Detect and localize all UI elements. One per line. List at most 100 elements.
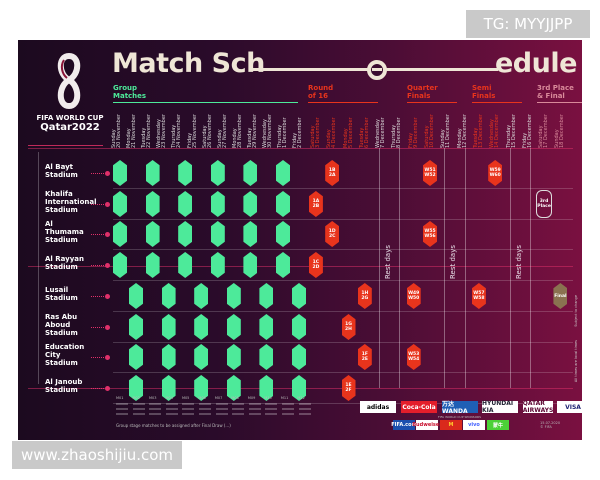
group-match-hex	[292, 344, 306, 370]
sponsor-logo-2-1: Budweiser	[412, 420, 442, 430]
home-team: W57	[473, 291, 485, 296]
group-match-hex	[226, 375, 241, 401]
knockout-match-hex: 3rd Place	[536, 190, 553, 218]
away-team: W52	[424, 173, 436, 178]
sponsor-logo-2-0: FIFA.com	[391, 420, 417, 430]
stage-label: Group Matches	[113, 84, 147, 100]
stage-line	[407, 102, 457, 103]
stadium-name: Al Thumama Stadium	[45, 220, 84, 244]
match-number-header: M08	[231, 396, 239, 400]
footnote: Group stage matches to be assigned after…	[116, 423, 231, 428]
away-team: 2F	[345, 388, 352, 393]
group-match-hex	[243, 160, 258, 186]
rest-day-line	[465, 148, 466, 388]
match-code-placeholder	[182, 413, 195, 415]
knockout-match-hex: 1F 2E	[357, 344, 372, 370]
group-match-hex	[276, 191, 290, 217]
group-match-hex	[194, 283, 209, 309]
date-label: Tuesday 22 November	[141, 114, 153, 148]
group-match-hex	[161, 375, 176, 401]
stage-line	[537, 102, 582, 103]
match-code-placeholder	[265, 413, 278, 415]
rest-day-line	[444, 148, 445, 388]
match-code-placeholder	[165, 413, 178, 415]
knockout-match-hex: W57 W58	[471, 283, 486, 309]
page-title-left: Match Sch	[112, 48, 265, 79]
away-team: W60	[489, 173, 501, 178]
away-team: Place	[537, 204, 551, 209]
stadium-marker-icon	[105, 171, 110, 176]
row-divider	[113, 219, 573, 220]
match-code-placeholder	[132, 403, 145, 405]
knockout-match-hex: 1E 2F	[341, 375, 356, 401]
home-team: W53	[408, 352, 420, 357]
leader-dots	[91, 234, 104, 235]
date-label: Monday 21 November	[126, 114, 138, 148]
stadium-name: Al Bayt Stadium	[45, 163, 78, 179]
knockout-match-hex: W49 W50	[406, 283, 421, 309]
row-divider	[113, 249, 573, 250]
date-label: Thursday 15 December	[505, 114, 517, 148]
stadium-marker-icon	[105, 294, 110, 299]
match-code-placeholder	[199, 408, 211, 410]
match-code-placeholder	[248, 408, 261, 410]
group-match-hex	[113, 191, 127, 217]
date-label: Saturday 3 December	[309, 117, 321, 148]
divider-line	[28, 145, 103, 146]
row-divider	[113, 403, 573, 404]
side-note: Subject to change	[574, 295, 578, 327]
stage-label: 3rd Place & Final	[537, 84, 574, 100]
sponsor-logo-2-4: 蒙牛	[487, 420, 509, 430]
group-match-hex	[178, 160, 193, 186]
away-team: W54	[408, 357, 420, 362]
match-schedule-poster: FIFA WORLD CUP Qatar2022 Match Sch edule…	[18, 40, 582, 440]
knockout-match-hex: W55 W56	[423, 221, 437, 247]
match-number-header: M07	[214, 396, 223, 400]
home-team: W51	[424, 168, 436, 173]
page-title-right: edule	[495, 48, 577, 79]
knockout-match-hex: 1G 2H	[341, 314, 356, 340]
group-match-hex	[226, 314, 241, 340]
match-code-placeholder	[199, 413, 211, 415]
match-code-placeholder	[165, 408, 178, 410]
group-match-hex	[226, 283, 241, 309]
date-label: Sunday 18 December	[554, 114, 566, 148]
match-code-placeholder	[232, 413, 245, 415]
group-match-hex	[178, 252, 193, 278]
section-divider	[28, 266, 573, 267]
match-number-header: M02	[132, 396, 140, 400]
home-team: 1E	[345, 383, 352, 388]
home-team: 1F	[361, 352, 368, 357]
match-code-placeholder	[248, 413, 261, 415]
rest-day-line	[379, 148, 380, 388]
date-label: Wednesday 23 November	[156, 114, 168, 148]
date-label: Tuesday 13 December	[472, 114, 484, 148]
away-team: W50	[408, 296, 420, 301]
world-cup-trophy-logo	[57, 52, 81, 110]
match-code-placeholder	[149, 408, 162, 410]
date-label: Sunday 20 November	[111, 114, 122, 148]
copyright-note: 15.07.2020 © FIFA	[540, 421, 561, 429]
watermark-bottom-left: www.zhaoshijiu.com	[12, 441, 182, 469]
knockout-match-hex: 1D 2C	[325, 221, 340, 247]
date-label: Thursday 1 December	[277, 117, 289, 148]
sponsor-logo-2-3: vivo	[463, 420, 485, 430]
leader-dots	[91, 265, 104, 266]
away-team: 2E	[361, 357, 368, 362]
match-number-header: M10	[264, 396, 272, 400]
match-number-header: M11	[280, 396, 289, 400]
row-divider	[113, 311, 573, 312]
match-number-header: M04	[165, 396, 173, 400]
away-team: W58	[473, 296, 485, 301]
group-match-hex	[194, 375, 209, 401]
sponsor-logo-5: VISA	[557, 401, 582, 413]
match-code-placeholder	[232, 403, 245, 405]
stadium-bracket-line	[38, 152, 39, 384]
group-match-hex	[145, 191, 160, 217]
sponsor-logo-1: Coca-Cola	[401, 401, 437, 413]
group-match-hex	[145, 221, 160, 247]
match-code-placeholder	[265, 408, 278, 410]
group-match-hex	[259, 375, 274, 401]
group-match-hex	[243, 221, 258, 247]
away-team: 2D	[312, 265, 320, 270]
